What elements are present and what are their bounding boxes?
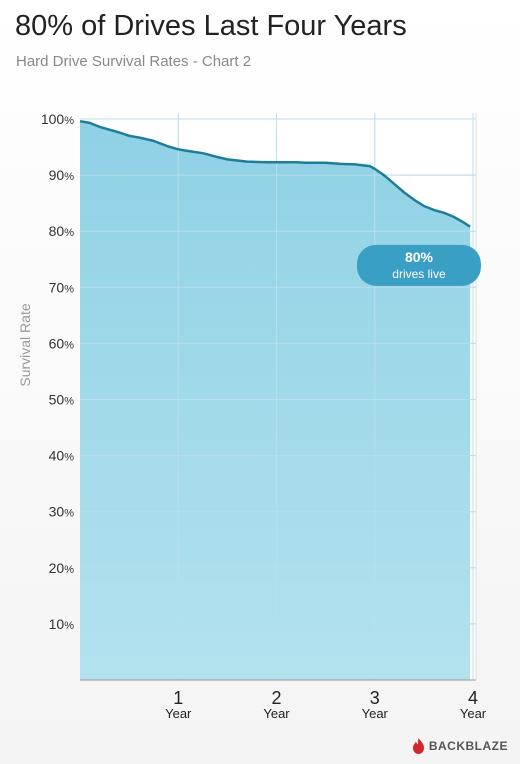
x-tick-label: 1	[173, 688, 183, 708]
y-tick-label: 30%	[49, 504, 75, 520]
x-tick-label: 3	[370, 688, 380, 708]
survival-callout: 80% drives live	[356, 244, 481, 286]
grid-lines-overlay	[80, 113, 476, 680]
x-tick-unit: Year	[263, 706, 290, 721]
flame-icon	[412, 738, 424, 754]
y-tick-label: 50%	[49, 392, 75, 408]
y-tick-label: 40%	[49, 448, 75, 464]
y-tick-label: 20%	[49, 560, 75, 576]
callout-value: 80%	[405, 249, 434, 265]
callout-box	[356, 244, 481, 286]
x-tick-unit: Year	[362, 706, 389, 721]
y-tick-label: 70%	[49, 279, 75, 295]
x-tick-unit: Year	[460, 706, 487, 721]
brand-logo: BACKBLAZE	[412, 738, 508, 754]
survival-area	[80, 121, 471, 680]
x-tick-label: 4	[468, 688, 478, 708]
y-tick-label: 10%	[49, 616, 75, 632]
brand-name: BACKBLAZE	[428, 739, 508, 753]
x-tick-unit: Year	[165, 706, 192, 721]
callout-text: drives live	[392, 267, 446, 281]
y-tick-label: 90%	[49, 167, 75, 183]
y-axis-ticks: 10% 20% 30% 40% 50% 60% 70% 80% 90% 100%	[41, 111, 74, 632]
y-tick-label: 60%	[49, 335, 75, 351]
y-tick-label: 100%	[41, 111, 74, 127]
y-axis-label: Survival Rate	[17, 303, 33, 386]
x-tick-label: 2	[271, 688, 281, 708]
chart-subtitle: Hard Drive Survival Rates - Chart 2	[16, 53, 252, 70]
survival-line	[79, 119, 471, 228]
y-tick-label: 80%	[49, 223, 75, 239]
chart-title: 80% of Drives Last Four Years	[15, 10, 407, 42]
